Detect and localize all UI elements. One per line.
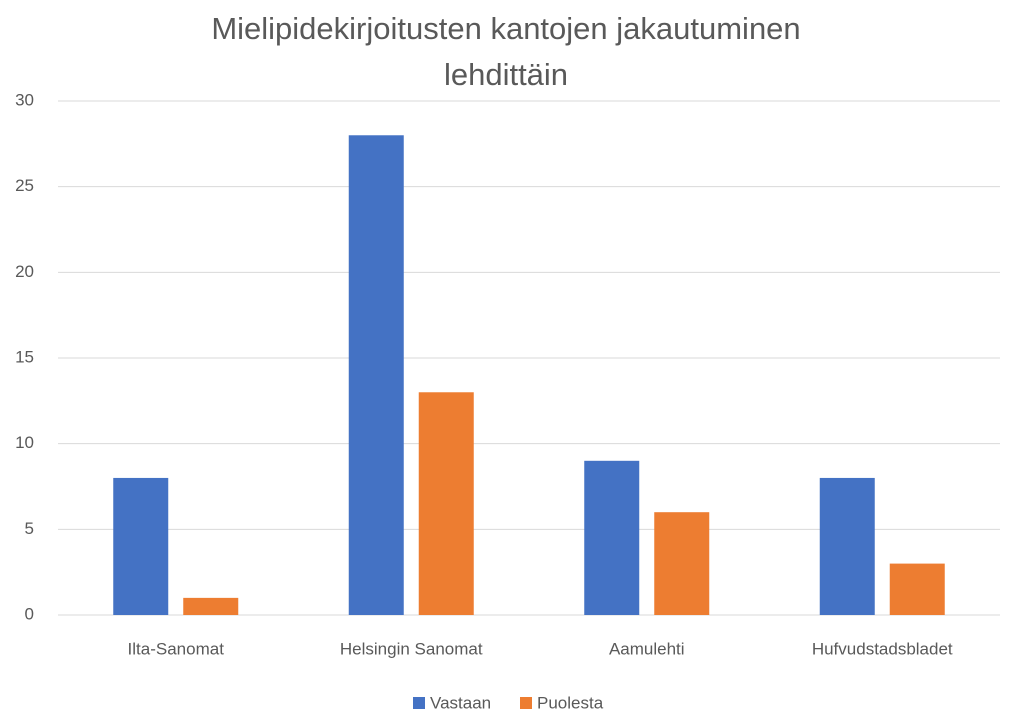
bar [654,512,710,615]
bar [183,597,239,615]
bar [113,477,169,615]
legend-swatch [520,697,532,709]
x-tick-label: Helsingin Sanomat [340,639,483,658]
bar [418,392,474,615]
x-tick-label: Hufvudstadsbladet [812,639,953,658]
y-tick-label: 15 [15,347,34,366]
y-tick-label: 25 [15,176,34,195]
chart-title: Mielipidekirjoitusten kantojen jakautumi… [211,11,801,92]
bar [889,563,945,615]
legend-label: Puolesta [537,693,604,712]
y-tick-label: 5 [25,519,34,538]
x-tick-label: Aamulehti [609,639,685,658]
y-tick-label: 0 [25,604,34,623]
bar [584,460,640,615]
y-tick-label: 10 [15,433,34,452]
y-tick-label: 30 [15,90,34,109]
bar [348,135,404,615]
legend-label: Vastaan [430,693,491,712]
x-tick-label: Ilta-Sanomat [128,639,225,658]
legend-swatch [413,697,425,709]
y-tick-label: 20 [15,262,34,281]
bar [819,477,875,615]
